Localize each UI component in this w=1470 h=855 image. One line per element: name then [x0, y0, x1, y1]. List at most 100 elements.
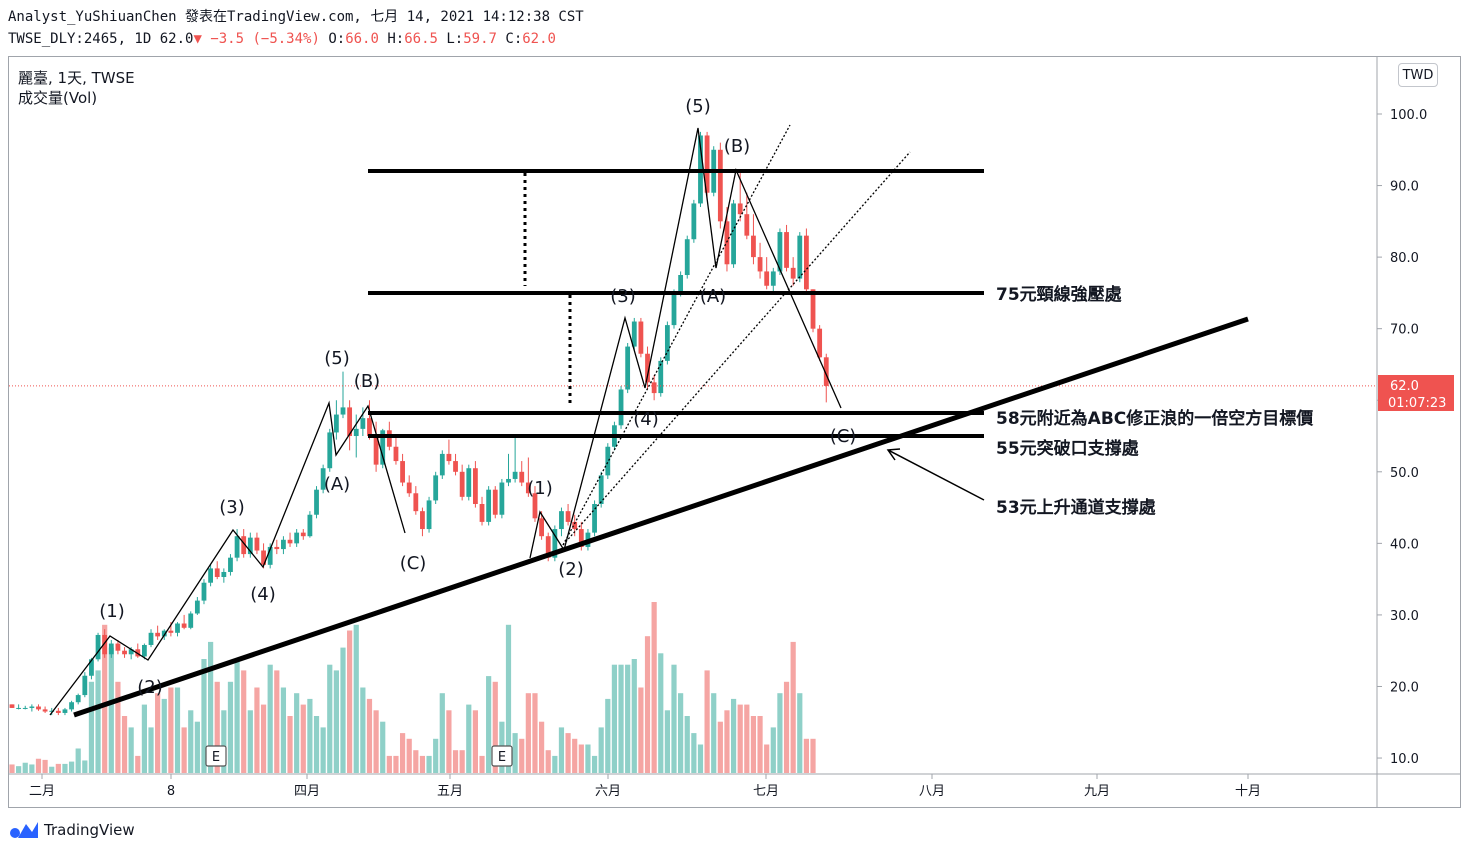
candle-body	[128, 649, 134, 655]
volume-bar	[55, 763, 61, 773]
candle-body	[307, 514, 313, 537]
volume-bar	[347, 630, 353, 773]
volume-bar	[704, 670, 710, 773]
open-label: O:	[328, 31, 346, 47]
candle-body	[823, 357, 829, 386]
candle-body	[559, 511, 564, 530]
high-label: H:	[387, 31, 405, 47]
wave-label: (1)	[99, 601, 125, 622]
volume-bar	[505, 624, 512, 773]
volume-bar	[810, 738, 816, 773]
wave-label: (1)	[527, 478, 553, 499]
high-value: 66.5	[404, 31, 438, 47]
channel-label: 53元上升通道支撐處	[996, 497, 1157, 518]
volume-bar	[433, 738, 439, 773]
volume-bar	[49, 766, 55, 773]
wave-label: (4)	[633, 409, 659, 430]
candle-body	[287, 539, 293, 544]
wave-label: (5)	[324, 348, 350, 369]
chart-legend: 麗臺, 1天, TWSE 成交量(Vol)	[18, 68, 135, 108]
volume-bar	[320, 727, 326, 773]
volume-bar	[102, 624, 108, 773]
volume-bar	[591, 755, 598, 773]
candle-body	[300, 532, 306, 537]
candle-body	[724, 221, 730, 265]
candle-body	[764, 271, 770, 286]
candle-body	[241, 536, 247, 555]
currency-button[interactable]: TWD	[1398, 63, 1438, 87]
candle-body	[671, 292, 677, 326]
volume-bar	[539, 721, 545, 773]
open-value: 66.0	[345, 31, 379, 47]
candle-body	[373, 436, 379, 465]
candle-body	[49, 710, 55, 712]
volume-bar	[95, 670, 101, 773]
y-tick-label: 90.0	[1390, 180, 1419, 195]
candle-body	[539, 518, 544, 537]
volume-bar	[313, 716, 320, 773]
candle-body	[790, 267, 796, 279]
candle-body	[684, 239, 690, 276]
volume-bar	[459, 750, 465, 773]
candle-body	[201, 582, 207, 601]
volume-bar	[777, 693, 783, 773]
volume-bar	[155, 693, 161, 773]
candle-body	[22, 707, 28, 709]
candle-body	[651, 382, 657, 394]
candle-body	[797, 235, 803, 279]
volume-bar	[174, 687, 181, 773]
footer-brand[interactable]: TradingView	[8, 820, 135, 840]
candle-body	[691, 203, 697, 240]
candle-body	[181, 623, 187, 628]
volume-bar	[744, 704, 750, 773]
y-tick-label: 70.0	[1390, 323, 1419, 338]
volume-bar	[664, 710, 670, 773]
volume-bar	[274, 670, 280, 773]
candle-body	[82, 675, 88, 696]
volume-bar	[797, 693, 803, 773]
volume-bar	[307, 698, 313, 773]
volume-bar	[492, 681, 498, 773]
wave-label: (C)	[400, 553, 427, 574]
volume-bar	[141, 704, 147, 773]
earnings-marker: E	[498, 750, 506, 765]
candle-body	[42, 709, 48, 712]
volume-bar	[472, 710, 478, 773]
volume-bar	[532, 693, 538, 773]
volume-bar	[373, 710, 379, 773]
volume-bar	[340, 647, 346, 773]
down-arrow-icon: ▼	[193, 31, 202, 47]
legend-symbol: 麗臺, 1天, TWSE	[18, 69, 135, 87]
x-tick-label: 九月	[1084, 784, 1110, 799]
candle-body	[413, 493, 419, 512]
level-label: 75元頸線強壓處	[996, 284, 1123, 305]
candle-body	[175, 623, 180, 633]
candle-body	[9, 704, 15, 708]
candle-body	[115, 643, 121, 651]
volume-bar	[393, 755, 399, 773]
candle-body	[55, 710, 61, 713]
volume-bar	[764, 744, 770, 773]
wave-line	[529, 127, 842, 559]
y-tick-label: 100.0	[1390, 108, 1427, 123]
tradingview-logo-icon	[10, 822, 38, 838]
last-price-tag-price: 62.0	[1390, 379, 1419, 394]
candle-body	[499, 482, 505, 515]
volume-bar	[684, 716, 690, 773]
volume-bar	[221, 710, 227, 773]
volume-bar	[486, 676, 492, 773]
volume-bar	[750, 716, 757, 773]
candle-body	[228, 557, 233, 572]
candle-body	[320, 468, 326, 490]
candle-body	[314, 489, 319, 515]
volume-bar	[658, 653, 664, 773]
volume-bar	[783, 681, 790, 773]
volume-bar	[578, 744, 584, 773]
chart-frame	[8, 56, 1461, 808]
volume-bar	[353, 624, 359, 773]
candle-body	[406, 482, 412, 494]
candle-body	[479, 504, 485, 522]
candle-body	[784, 232, 789, 268]
